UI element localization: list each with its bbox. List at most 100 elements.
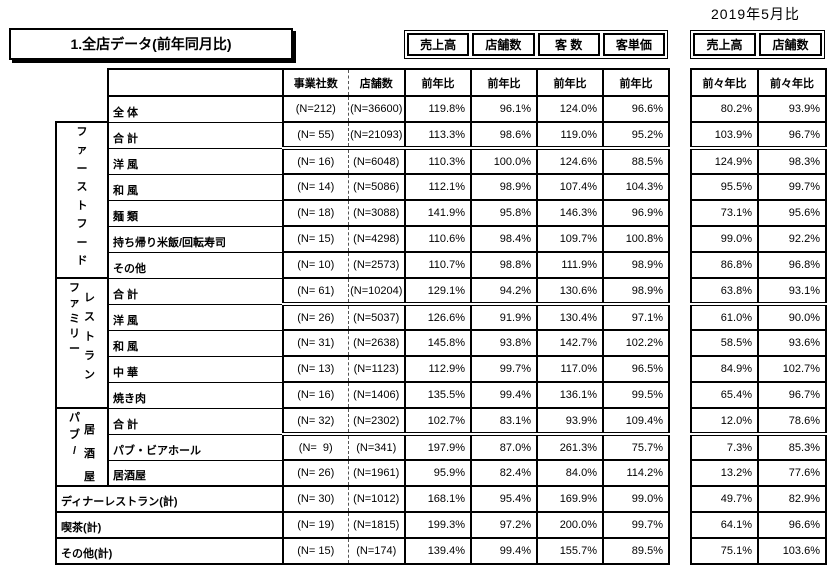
row-label: 中 華	[107, 355, 284, 383]
group-label-char: ト	[84, 330, 95, 343]
yo2y-stores-cell: 102.7%	[757, 355, 827, 383]
store-count-cell: (N=4298)	[347, 225, 406, 253]
store-count-cell: (N=2638)	[347, 329, 406, 357]
table-row: 13.2% 77.6%	[690, 459, 827, 487]
yo2y-stores-cell: 96.6%	[757, 511, 827, 539]
row-label: 合 計	[107, 121, 284, 149]
store-count-cell: (N=6048)	[347, 147, 406, 175]
table-row: 63.8% 93.1%	[690, 277, 827, 306]
group-label-columns: パブ / 居酒屋	[58, 410, 106, 483]
yoy-stores-cell: 99.4%	[470, 537, 538, 565]
table-row: 和 風 (N= 31) (N=2638) 145.8% 93.8% 142.7% 102.2…	[56, 329, 670, 357]
store-count-cell: (N=5086)	[347, 173, 406, 201]
yoy-customers-cell: 109.7%	[536, 225, 604, 253]
group-label: ファーストフード	[55, 121, 109, 279]
metric-box: 店舗数	[472, 33, 535, 56]
table-row: 喫茶(計) (N= 19) (N=1815) 199.3% 97.2% 200.0% 99.…	[55, 511, 670, 539]
group-label-char: ー	[76, 162, 88, 175]
row-label: 洋 風	[107, 147, 284, 175]
header-yoy-unit-price: 前年比	[602, 68, 670, 97]
yoy-unit-price-cell: 98.9%	[602, 277, 670, 306]
table-row: 麺 類 (N= 18) (N=3088) 141.9% 95.8% 146.3% 96.9%	[56, 199, 670, 227]
yo2y-stores-cell: 77.6%	[757, 459, 827, 487]
yoy-sales-cell: 199.3%	[404, 511, 472, 539]
metric-box: 店舗数	[759, 33, 822, 56]
yoy-stores-cell: 98.4%	[470, 225, 538, 253]
header-yo2y-stores: 前々年比	[757, 68, 827, 97]
metric-header-main: 売上高 店舗数客 数客単価	[404, 30, 668, 59]
yoy-stores-cell: 99.4%	[470, 381, 538, 409]
table-row: 84.9% 102.7%	[690, 355, 827, 383]
yoy-stores-cell: 98.9%	[470, 173, 538, 201]
group-label-char: ト	[76, 199, 88, 212]
group-label-char: ー	[69, 343, 80, 355]
yoy-customers-cell: 169.9%	[536, 485, 604, 513]
store-count-cell: (N=1012)	[347, 485, 406, 513]
row-label: その他(計)	[55, 537, 284, 565]
company-count-cell: (N= 32)	[282, 407, 348, 436]
group-label-columns: ファーストフード	[58, 124, 106, 267]
table-row: 洋 風 (N= 26) (N=5037) 126.6% 91.9% 130.4% 97.1%	[56, 303, 670, 331]
yo2y-sales-cell: 80.2%	[690, 95, 759, 123]
yo2y-sales-cell: 73.1%	[690, 199, 759, 227]
yo2y-sales-cell: 64.1%	[690, 511, 759, 539]
main-header-row: 事業社数 店舗数 前年比 前年比 前年比 前年比	[56, 68, 670, 97]
group-label-column: レストラン	[84, 293, 95, 381]
yoy-customers-cell: 117.0%	[536, 355, 604, 383]
metric-box: 売上高	[693, 33, 756, 56]
yoy-stores-cell: 100.0%	[470, 147, 538, 175]
store-count-cell: (N=1815)	[347, 511, 406, 539]
yoy-stores-cell: 97.2%	[470, 511, 538, 539]
group-label-char: ド	[76, 254, 88, 267]
company-count-cell: (N= 31)	[282, 329, 348, 357]
yoy-customers-cell: 130.6%	[536, 277, 604, 306]
group-label-char: ブ	[69, 428, 80, 441]
table-row: 75.1% 103.6%	[690, 537, 827, 565]
yoy-unit-price-cell: 99.0%	[602, 485, 670, 513]
yoy-sales-cell: 112.9%	[404, 355, 472, 383]
yoy-sales-cell: 110.3%	[404, 147, 472, 175]
metric-box: 売上高	[407, 33, 470, 56]
yo2y-sales-cell: 58.5%	[690, 329, 759, 357]
store-count-cell: (N=36600)	[347, 95, 406, 123]
right-header-row: 前々年比 前々年比	[690, 68, 827, 97]
yoy-customers-cell: 136.1%	[536, 381, 604, 409]
store-count-cell: (N=2573)	[347, 251, 406, 279]
group-label-char: 居	[84, 424, 95, 436]
yo2y-sales-cell: 103.9%	[690, 121, 759, 150]
table-row: 64.1% 96.6%	[690, 511, 827, 539]
group-label-char: ァ	[76, 144, 88, 157]
yoy-sales-cell: 168.1%	[404, 485, 472, 513]
row-label: 合 計	[107, 407, 284, 435]
yoy-customers-cell: 93.9%	[536, 407, 604, 436]
row-spacer	[56, 96, 108, 122]
header-spacer	[56, 69, 108, 96]
table-row: 58.5% 93.6%	[690, 329, 827, 357]
yoy-customers-cell: 130.4%	[536, 303, 604, 331]
yoy-unit-price-cell: 89.5%	[602, 537, 670, 565]
metric-box: 客単価	[602, 33, 665, 56]
table-row: 80.2% 93.9%	[690, 95, 827, 123]
date-note: 2019年5月比	[711, 6, 800, 22]
yo2y-stores-cell: 85.3%	[757, 433, 827, 461]
yoy-unit-price-cell: 96.9%	[602, 199, 670, 227]
yoy-customers-cell: 119.0%	[536, 121, 604, 150]
table-row: その他(計) (N= 15) (N=174) 139.4% 99.4% 155.7% 89.…	[55, 537, 670, 565]
yoy-customers-cell: 124.0%	[536, 95, 604, 123]
table-row: 全 体 (N=212) (N=36600) 119.8% 96.1% 124.0% 96.6…	[56, 95, 670, 123]
group-label-char: レ	[84, 292, 95, 304]
row-label: 洋 風	[107, 303, 284, 331]
company-count-cell: (N= 15)	[282, 537, 348, 565]
yo2y-stores-cell: 96.8%	[757, 251, 827, 279]
yoy-unit-price-cell: 104.3%	[602, 173, 670, 201]
row-label: パブ・ビアホール	[107, 433, 284, 461]
company-count-cell: (N= 26)	[282, 303, 348, 331]
table-row: 73.1% 95.6%	[690, 199, 827, 227]
group-label-char: フ	[69, 282, 80, 294]
yo2y-stores-cell: 93.6%	[757, 329, 827, 357]
yoy-customers-cell: 84.0%	[536, 459, 604, 487]
table-row: ディナーレストラン(計) (N= 30) (N=1012) 168.1% 95.4% 16…	[55, 485, 670, 513]
store-count-cell: (N=1406)	[347, 381, 406, 409]
yo2y-stores-cell: 93.1%	[757, 277, 827, 306]
yo2y-sales-cell: 84.9%	[690, 355, 759, 383]
